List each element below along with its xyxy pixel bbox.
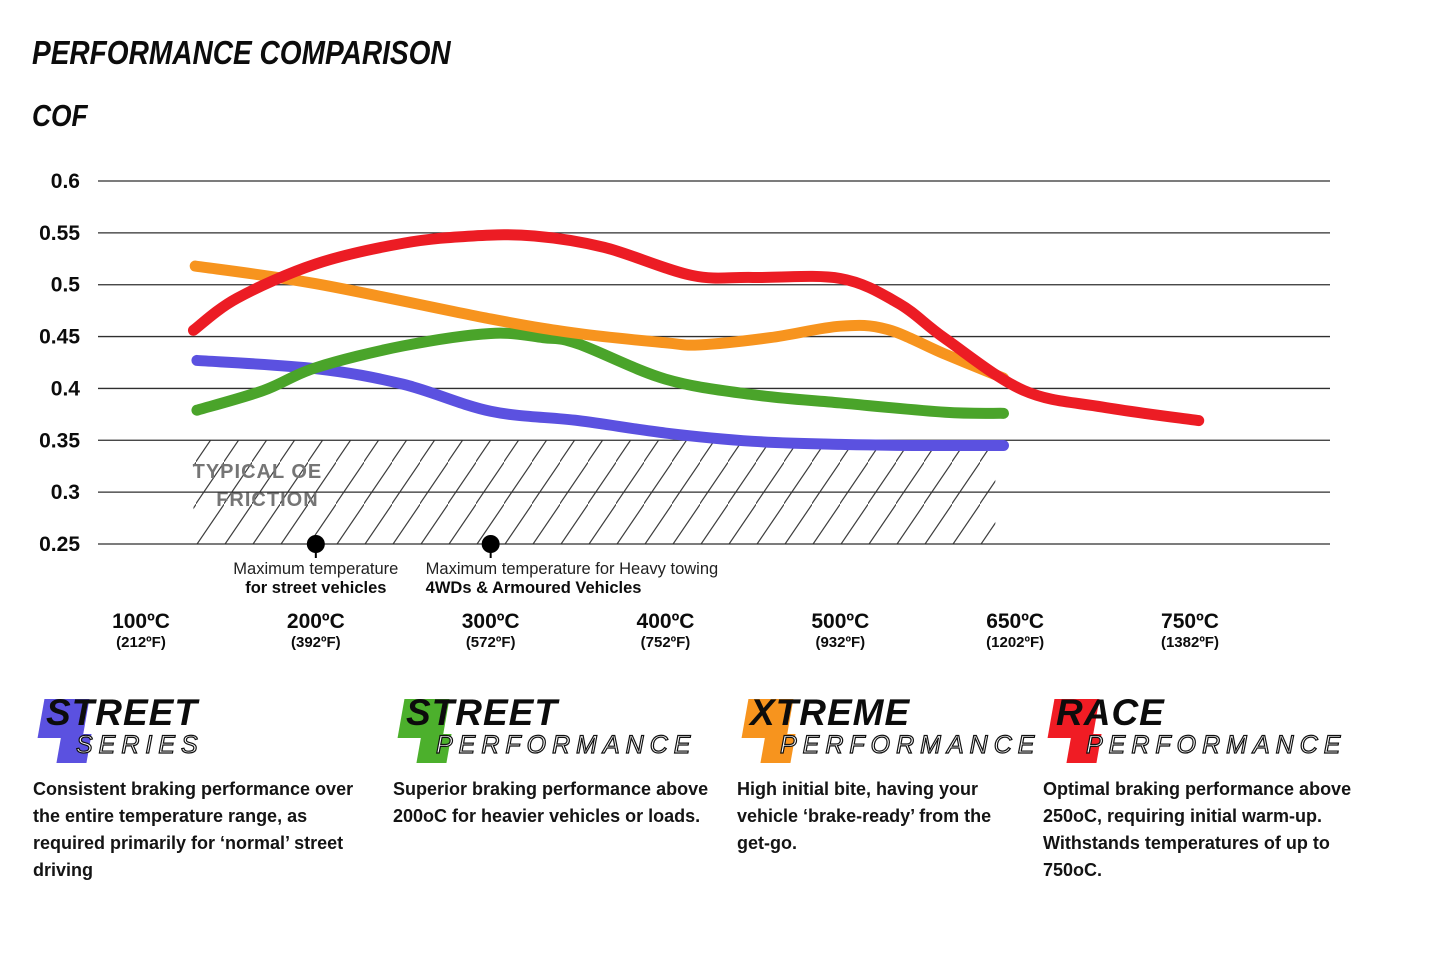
x-tick-sublabel: (212ºF) [116, 634, 166, 651]
page-title: PERFORMANCE COMPARISON [32, 34, 451, 71]
logo-word1: STREET [406, 692, 558, 733]
logo-word2: SERIES [75, 731, 204, 759]
marker-label-line2: for street vehicles [245, 579, 386, 597]
x-tick-sublabel: (572ºF) [466, 634, 516, 651]
legend-item-race-performance: RACE PERFORMANCE Optimal braking perform… [1043, 694, 1361, 884]
logo-word1: RACE [1056, 692, 1165, 733]
race-performance-logo: RACE PERFORMANCE [1043, 694, 1361, 770]
logo-word1: XTREME [750, 692, 911, 733]
oe-band-label-line1: TYPICAL OE [193, 461, 323, 483]
x-tick-label: 100ºC [112, 610, 170, 633]
legend-description: Optimal braking performance above 250oC,… [1043, 779, 1352, 880]
series-line-street-performance [191, 327, 1009, 419]
legend-description: High initial bite, having your vehicle ‘… [737, 779, 992, 853]
series-lines [187, 229, 1205, 452]
x-tick-sublabel: (932ºF) [815, 634, 865, 651]
y-tick-label: 0.4 [51, 377, 81, 400]
series-line-xtreme-performance [189, 260, 1009, 384]
x-tick-label: 750ºC [1161, 610, 1219, 633]
legend-item-street-performance: STREET PERFORMANCE Superior braking perf… [393, 694, 738, 830]
x-tick-label: 300ºC [462, 610, 520, 633]
series-line-race-performance [187, 229, 1205, 427]
xtreme-performance-logo: XTREME PERFORMANCE [737, 692, 1035, 770]
series-line-street-series [191, 354, 1009, 452]
x-axis-labels: 100ºC(212ºF) 200ºC(392ºF) 300ºC(572ºF) 400º… [112, 610, 1219, 651]
street-series-logo: STREET SERIES [33, 694, 368, 770]
y-tick-label: 0.45 [39, 326, 80, 349]
logo-word2: PERFORMANCE [1085, 731, 1347, 759]
legend-item-street-series: STREET SERIES Consistent braking perform… [33, 694, 368, 884]
marker-label-line1: Maximum temperature [233, 560, 398, 578]
legend-description: Consistent braking performance over the … [33, 779, 354, 880]
x-tick-sublabel: (1202ºF) [986, 634, 1044, 651]
y-tick-label: 0.3 [51, 481, 80, 504]
oe-band-label-line2: FRICTION [216, 489, 318, 511]
logo-word1: STREET [46, 692, 198, 733]
logo-word2: PERFORMANCE [779, 731, 1041, 759]
x-tick-sublabel: (392ºF) [291, 634, 341, 651]
logo-word2: PERFORMANCE [435, 731, 697, 759]
x-tick-label: 200ºC [287, 610, 345, 633]
y-axis-title: COF [32, 98, 88, 133]
x-tick-label: 650ºC [986, 610, 1044, 633]
y-tick-label: 0.6 [51, 170, 80, 193]
x-tick-label: 500ºC [811, 610, 869, 633]
street-performance-logo: STREET PERFORMANCE [393, 694, 738, 770]
max-temp-marker-dot [306, 535, 325, 553]
x-tick-label: 400ºC [637, 610, 695, 633]
marker-label-line2: 4WDs & Armoured Vehicles [426, 579, 642, 597]
y-tick-label: 0.55 [39, 222, 80, 245]
max-temp-marker-dot [481, 535, 500, 553]
x-tick-sublabel: (752ºF) [641, 634, 691, 651]
y-tick-label: 0.5 [51, 274, 81, 297]
marker-label-line1: Maximum temperature for Heavy towing [426, 560, 719, 578]
x-tick-sublabel: (1382ºF) [1161, 634, 1219, 651]
legend-description: Superior braking performance above 200oC… [393, 779, 709, 826]
legend-item-xtreme-performance: XTREME PERFORMANCE High initial bite, ha… [737, 692, 1035, 857]
y-tick-label: 0.35 [39, 429, 80, 452]
y-tick-label: 0.25 [39, 533, 80, 556]
